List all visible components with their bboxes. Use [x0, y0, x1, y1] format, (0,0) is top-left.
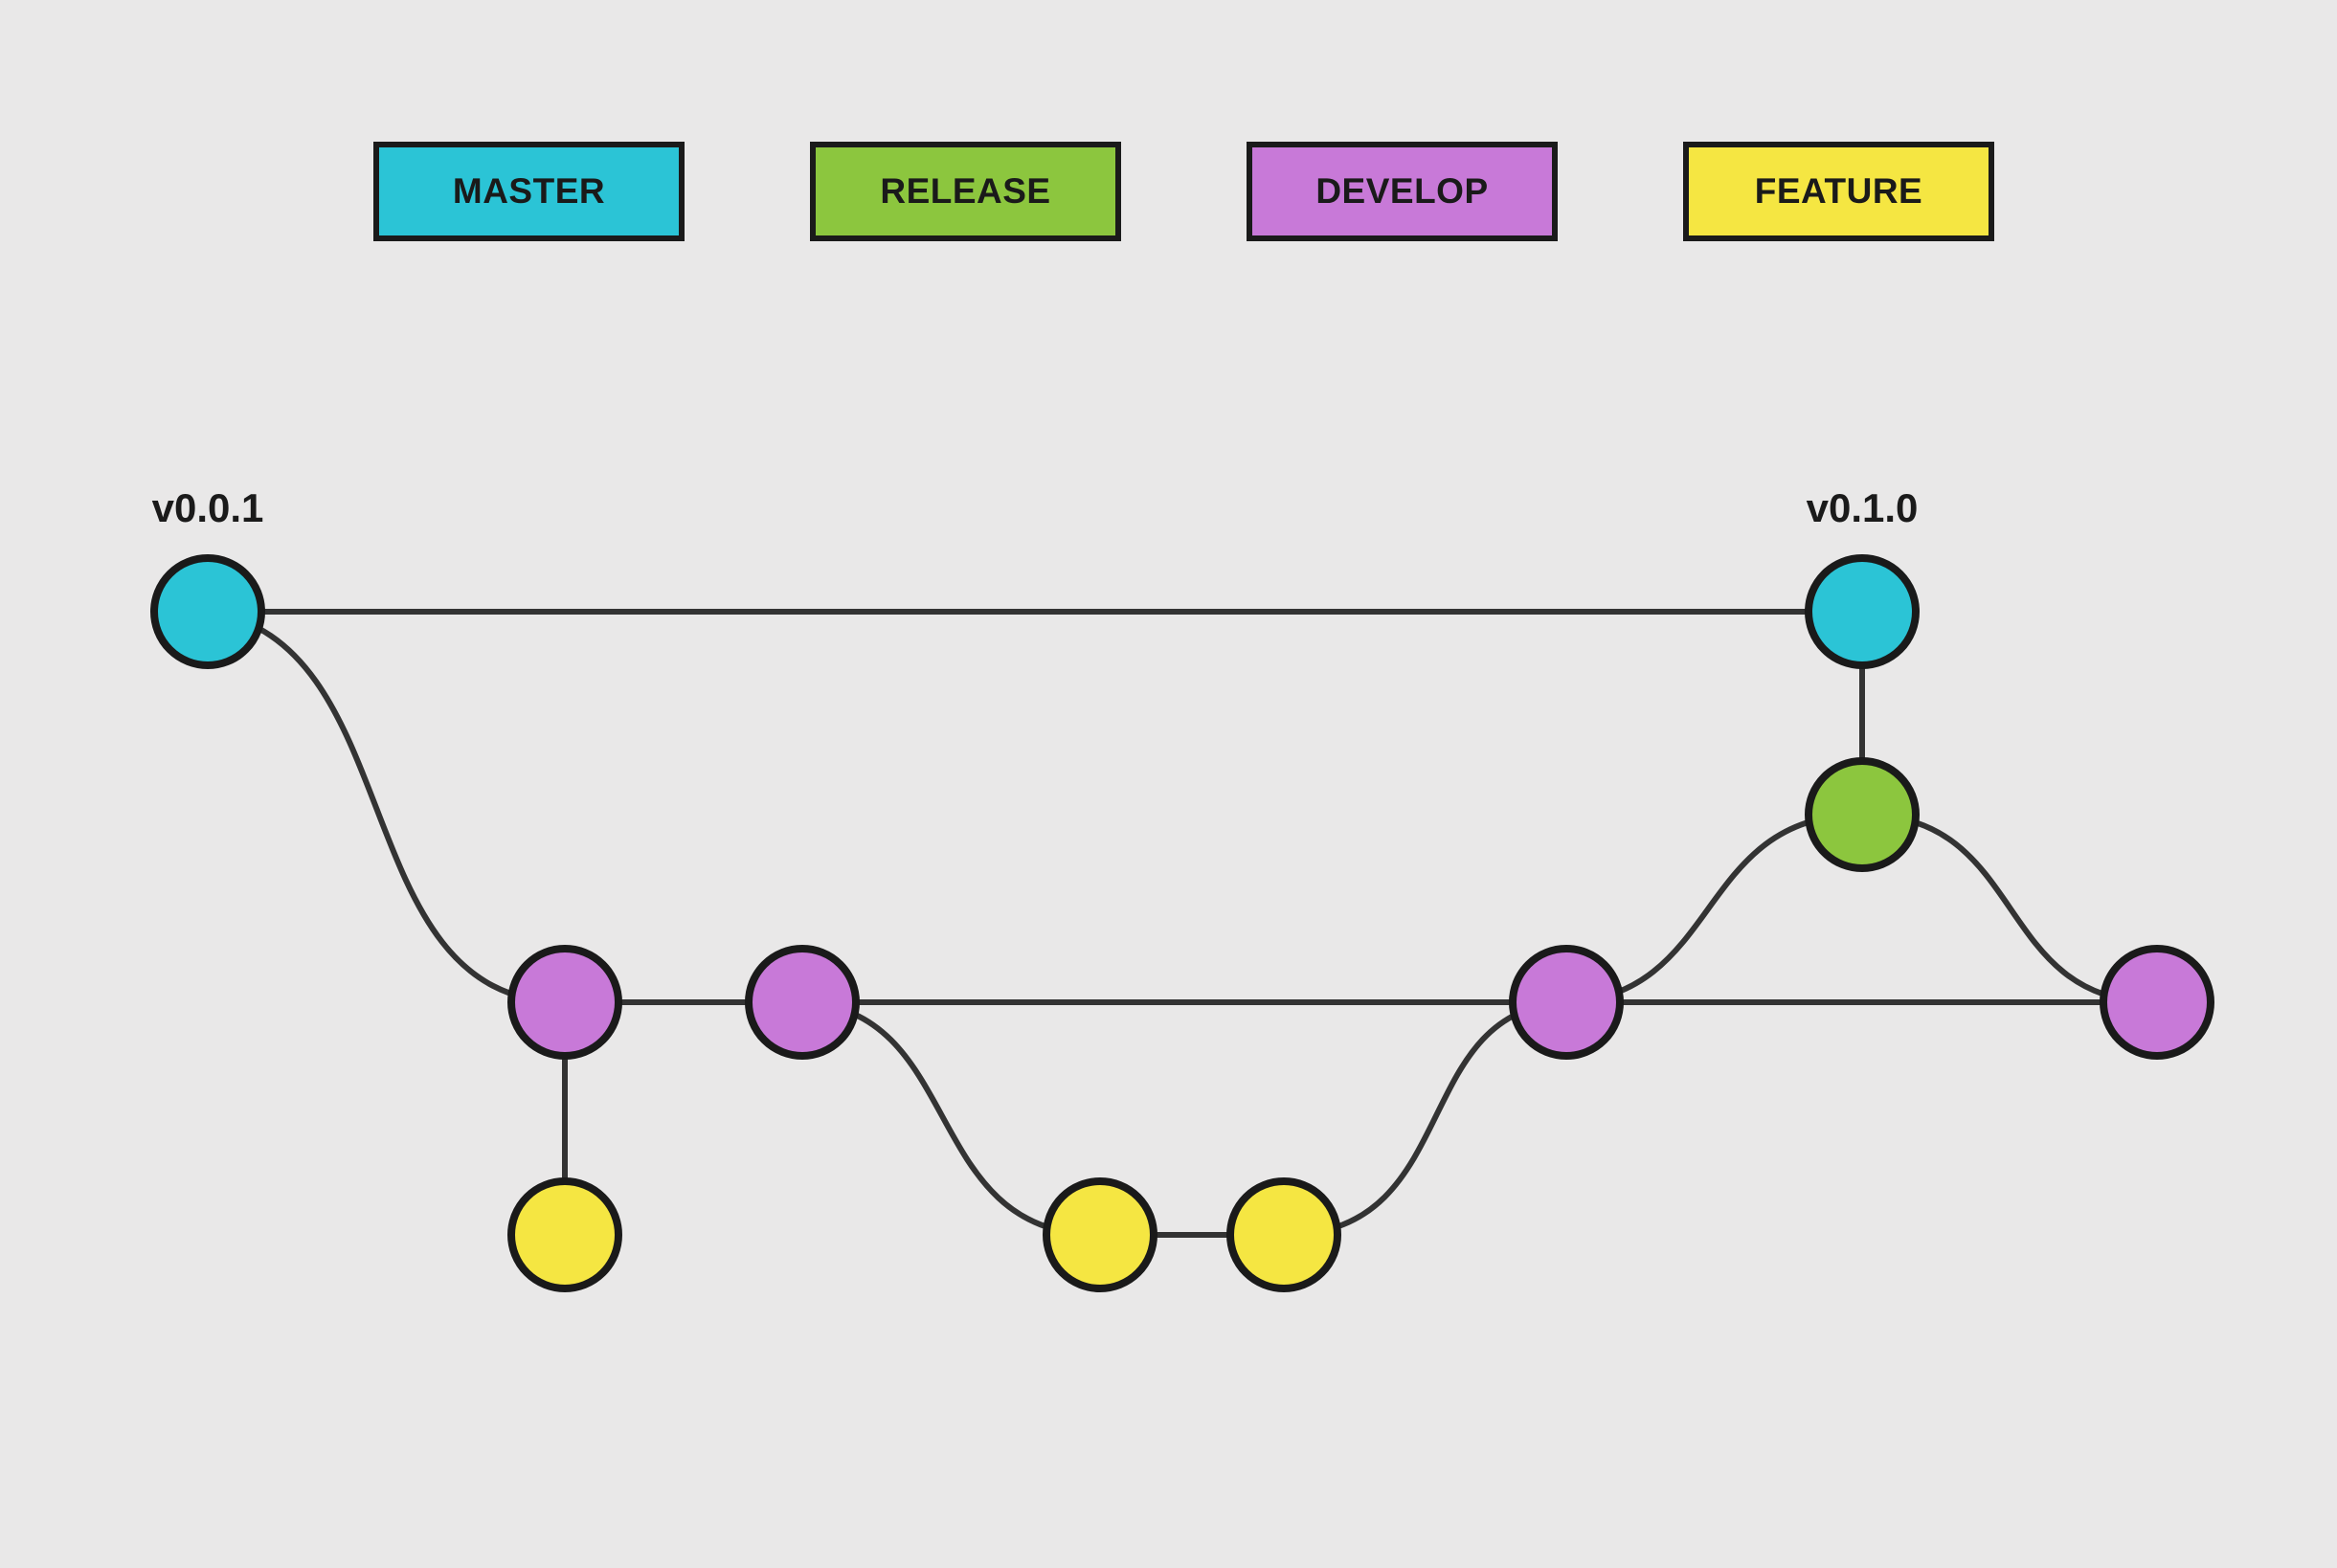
edge-release-merge-develop	[1859, 812, 2160, 1005]
commit-master-v0-0-1	[150, 554, 265, 669]
legend-label-master: MASTER	[452, 171, 606, 211]
edge-master-to-develop	[205, 609, 568, 1005]
version-tag-v0.0.1: v0.0.1	[152, 485, 264, 530]
commit-develop-4	[2100, 945, 2214, 1060]
edge-develop-to-feature-2	[799, 999, 1103, 1238]
legend-item-develop: DEVELOP	[1247, 142, 1558, 241]
commit-release-1	[1805, 757, 1920, 872]
commit-develop-1	[507, 945, 622, 1060]
version-tag-v0.1.0: v0.1.0	[1807, 485, 1919, 530]
legend-label-release: RELEASE	[880, 171, 1051, 211]
legend-item-release: RELEASE	[810, 142, 1121, 241]
legend-item-feature: FEATURE	[1683, 142, 1994, 241]
commit-feature-2	[1043, 1177, 1157, 1292]
commit-feature-1	[507, 1177, 622, 1292]
legend-label-develop: DEVELOP	[1315, 171, 1489, 211]
commit-develop-2	[745, 945, 860, 1060]
commit-feature-3	[1226, 1177, 1341, 1292]
commit-develop-3	[1509, 945, 1624, 1060]
legend-item-master: MASTER	[373, 142, 685, 241]
branch-legend: MASTER RELEASE DEVELOP FEATURE	[373, 142, 1994, 241]
legend-label-feature: FEATURE	[1754, 171, 1923, 211]
commit-master-v0-1-0	[1805, 554, 1920, 669]
